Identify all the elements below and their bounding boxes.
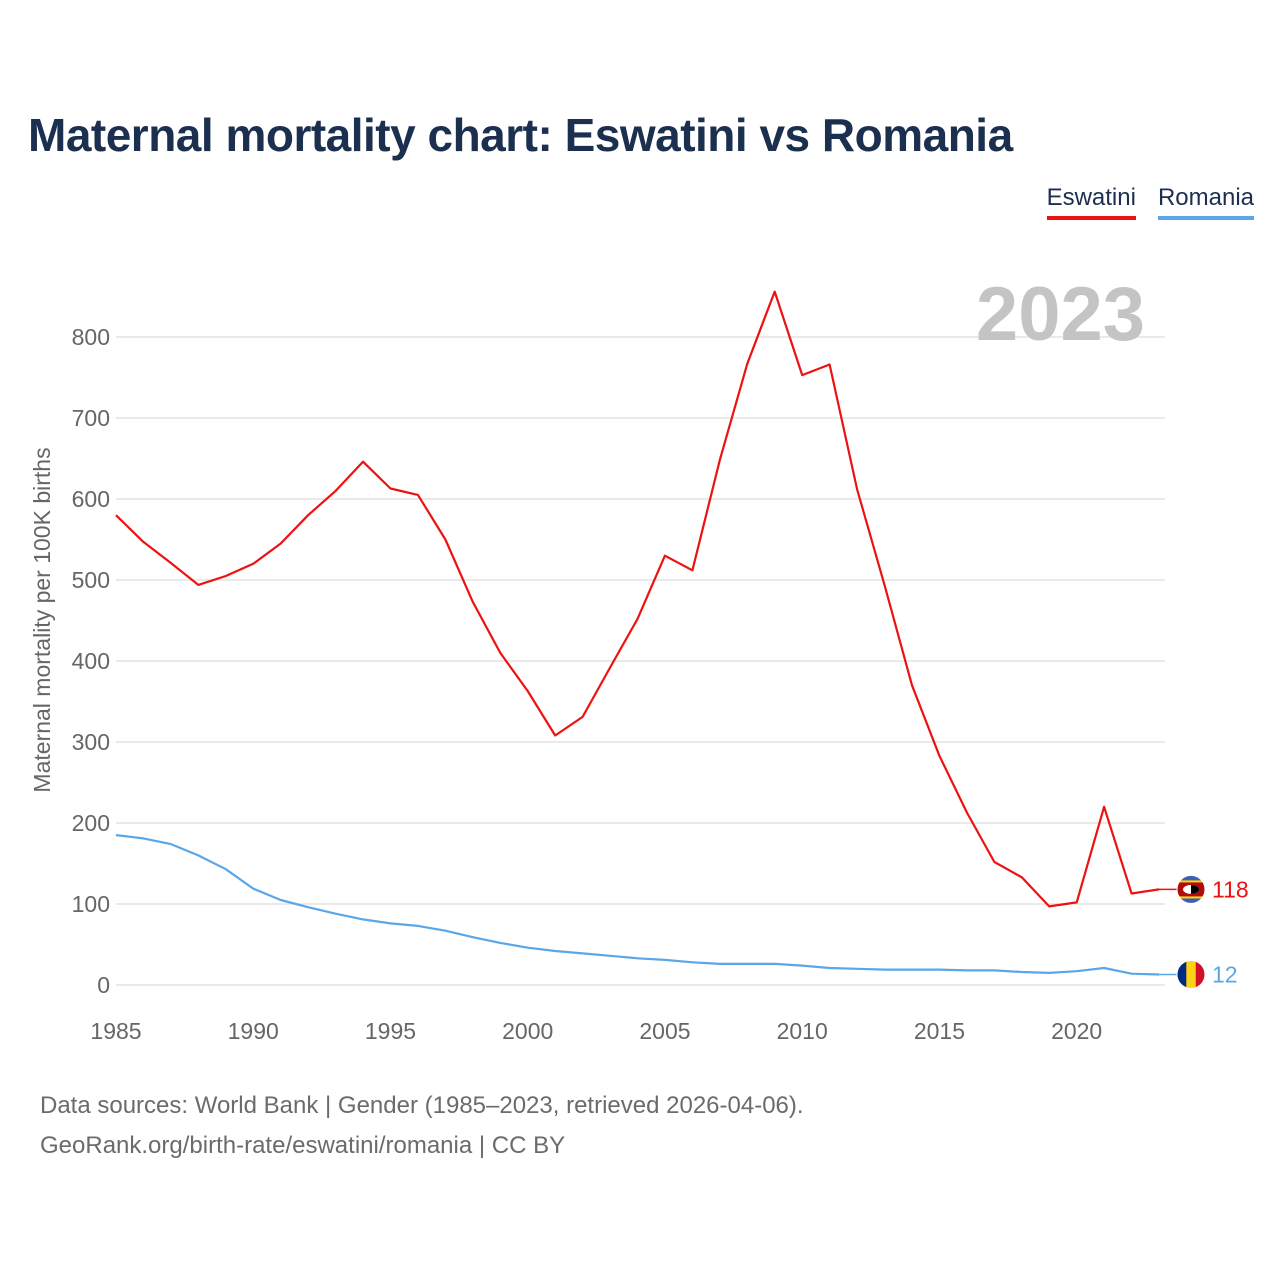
y-axis-label: Maternal mortality per 100K births bbox=[29, 447, 55, 792]
footer-sources: Data sources: World Bank | Gender (1985–… bbox=[40, 1092, 804, 1119]
gridlines bbox=[116, 336, 1165, 986]
x-tick-label: 2015 bbox=[914, 1018, 965, 1044]
legend: Eswatini Romania bbox=[1046, 184, 1254, 220]
x-axis-ticks: 1985 1990 1995 2000 2005 2010 2015 2020 bbox=[90, 1018, 1102, 1044]
series-lines bbox=[115, 290, 1160, 976]
x-tick-label: 1995 bbox=[365, 1018, 416, 1044]
chart-title: Maternal mortality chart: Eswatini vs Ro… bbox=[28, 109, 1013, 161]
y-tick-label: 200 bbox=[72, 810, 110, 836]
footer: Data sources: World Bank | Gender (1985–… bbox=[40, 1086, 804, 1166]
flag-eswatini-icon bbox=[1176, 874, 1206, 904]
x-tick-label: 2010 bbox=[777, 1018, 828, 1044]
end-markers: 118 12 bbox=[1159, 874, 1249, 989]
y-tick-label: 0 bbox=[97, 972, 110, 998]
end-value-label: 12 bbox=[1212, 961, 1238, 987]
y-tick-label: 500 bbox=[72, 567, 110, 593]
y-axis-ticks: 0 100 200 300 400 500 600 700 800 bbox=[72, 324, 110, 998]
y-tick-label: 600 bbox=[72, 486, 110, 512]
year-watermark: 2023 bbox=[976, 272, 1145, 357]
y-tick-label: 100 bbox=[72, 891, 110, 917]
x-tick-label: 2005 bbox=[639, 1018, 690, 1044]
x-tick-label: 2000 bbox=[502, 1018, 553, 1044]
footer-attribution: GeoRank.org/birth-rate/eswatini/romania … bbox=[40, 1132, 566, 1159]
end-value-label: 118 bbox=[1212, 876, 1249, 902]
y-tick-label: 800 bbox=[72, 324, 110, 350]
legend-item-eswatini[interactable]: Eswatini bbox=[1046, 184, 1136, 220]
series-line-eswatini bbox=[115, 290, 1160, 908]
flag-romania-icon bbox=[1176, 959, 1206, 989]
y-tick-label: 700 bbox=[72, 405, 110, 431]
x-tick-label: 2020 bbox=[1051, 1018, 1102, 1044]
x-tick-label: 1990 bbox=[228, 1018, 279, 1044]
y-tick-label: 300 bbox=[72, 729, 110, 755]
y-tick-label: 400 bbox=[72, 648, 110, 674]
legend-item-romania[interactable]: Romania bbox=[1157, 184, 1254, 220]
series-line-romania bbox=[115, 834, 1160, 976]
x-tick-label: 1985 bbox=[90, 1018, 141, 1044]
line-chart: 2023 Maternal mortality per 100K births … bbox=[29, 272, 1249, 1044]
